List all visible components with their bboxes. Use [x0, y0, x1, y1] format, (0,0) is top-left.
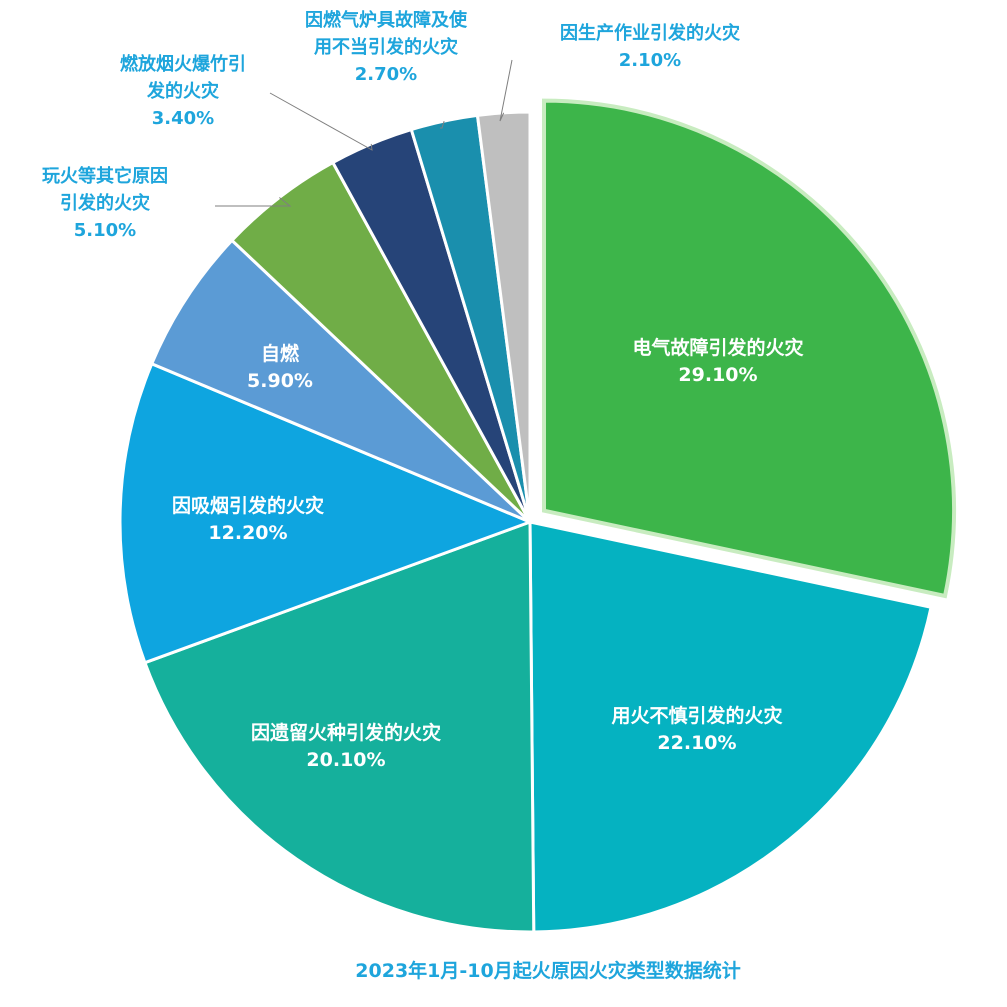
- leader-line-7: [440, 120, 445, 129]
- slice-labels: 电气故障引发的火灾 29.10% 用火不慎引发的火灾 22.10% 因遗留火种引发的火灾…: [42, 9, 804, 771]
- slice-value-1: 22.10%: [657, 732, 736, 754]
- slice-label-2: 因遗留火种引发的火灾: [251, 721, 441, 744]
- chart-title: 2023年1月-10月起火原因火灾类型数据统计: [355, 959, 740, 982]
- slice-label-8-line-0: 因生产作业引发的火灾: [560, 22, 740, 44]
- slice-value-3: 12.20%: [208, 522, 287, 544]
- slice-value-6: 3.40%: [152, 108, 214, 129]
- slice-label-7-line-1: 用不当引发的火灾: [314, 36, 458, 58]
- pie-slice-2: [142, 519, 536, 934]
- slice-label-1: 用火不慎引发的火灾: [611, 704, 782, 727]
- pie-slice-1: [528, 520, 933, 934]
- pie-slice-0: [541, 98, 956, 599]
- leader-lines: [215, 59, 513, 207]
- pie-slice-4: [149, 238, 532, 524]
- slice-value-4: 5.90%: [247, 370, 313, 392]
- slice-value-2: 20.10%: [306, 749, 385, 771]
- pie-slices: [118, 98, 956, 934]
- slice-value-0: 29.10%: [678, 364, 757, 386]
- slice-label-6-line-0: 燃放烟火爆竹引: [120, 53, 246, 75]
- slice-label-0: 电气故障引发的火灾: [632, 336, 803, 359]
- slice-label-5-line-0: 玩火等其它原因: [42, 165, 168, 187]
- slice-value-8: 2.10%: [619, 50, 681, 71]
- leader-line-5: [215, 197, 292, 207]
- slice-label-6-line-1: 发的火灾: [146, 80, 219, 102]
- slice-label-7-line-0: 因燃气炉具故障及使: [305, 9, 468, 31]
- slice-value-7: 2.70%: [355, 64, 417, 85]
- slice-label-4: 自燃: [261, 342, 300, 365]
- leader-line-6: [269, 92, 373, 151]
- pie-slice-8: [475, 110, 532, 523]
- leader-line-8: [499, 59, 513, 122]
- slice-label-3: 因吸烟引发的火灾: [172, 494, 324, 517]
- pie-slice-3: [118, 361, 535, 665]
- slice-label-5-line-1: 引发的火灾: [60, 192, 150, 214]
- slice-value-5: 5.10%: [74, 220, 136, 241]
